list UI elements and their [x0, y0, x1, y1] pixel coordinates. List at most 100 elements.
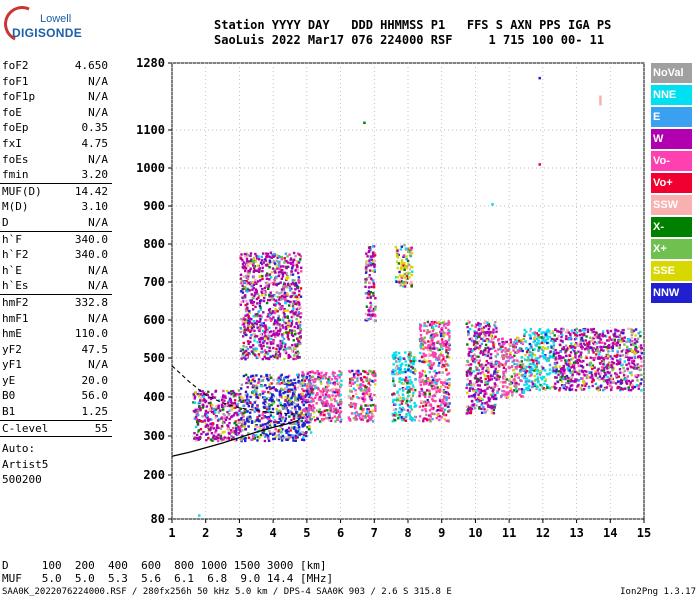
echo-cell	[264, 384, 267, 387]
echo-cell	[302, 436, 305, 439]
echo-cell	[407, 353, 411, 356]
echo-cell	[301, 425, 304, 428]
echo-cell	[244, 358, 247, 361]
echo-cell	[296, 350, 299, 353]
param-name: foE	[2, 105, 22, 119]
echo-cell	[263, 406, 266, 409]
echo-cell	[445, 419, 448, 423]
echo-cell	[275, 430, 278, 433]
echo-cell	[288, 304, 291, 307]
param-name: yF1	[2, 358, 22, 372]
echo-cell	[243, 327, 247, 330]
echo-cell	[487, 404, 490, 407]
echo-cell	[475, 398, 478, 402]
echo-cell	[193, 397, 196, 400]
echo-cell	[294, 398, 297, 402]
echo-cell	[255, 288, 258, 292]
echo-cell	[291, 344, 294, 347]
echo-cell	[431, 395, 434, 398]
echo-cell	[617, 339, 621, 343]
echo-cell	[410, 398, 413, 402]
echo-cell	[408, 376, 411, 379]
echo-cell	[611, 349, 614, 352]
echo-cell	[268, 273, 272, 276]
echo-cell	[373, 268, 376, 272]
echo-cell	[509, 351, 512, 354]
echo-cell	[298, 356, 301, 359]
echo-cell	[448, 356, 451, 359]
echo-cell	[352, 417, 356, 420]
echo-cell	[550, 344, 553, 348]
echo-cell	[321, 391, 325, 394]
echo-cell	[352, 395, 355, 398]
echo-cell	[314, 387, 317, 390]
echo-cell	[328, 396, 331, 399]
echo-cell	[280, 345, 283, 348]
echo-cell	[536, 378, 539, 381]
echo-cell	[544, 354, 547, 357]
echo-cell	[245, 333, 248, 337]
echo-cell	[335, 377, 339, 381]
echo-cell	[374, 306, 377, 309]
echo-cell	[329, 407, 333, 410]
echo-cell	[400, 265, 403, 269]
echo-cell	[355, 411, 358, 414]
echo-cell	[230, 390, 233, 393]
echo-cell	[552, 347, 555, 350]
echo-cell	[549, 332, 552, 335]
echo-cell	[311, 389, 314, 392]
echo-cell	[533, 384, 537, 388]
echo-cell	[251, 322, 254, 325]
echo-cell	[299, 258, 302, 261]
echo-cell	[350, 403, 354, 407]
echo-cell	[349, 419, 352, 422]
x-tick-label: 1	[168, 526, 175, 540]
echo-cell	[289, 261, 292, 265]
echo-cell	[272, 378, 276, 382]
echo-cell	[577, 358, 581, 362]
echo-cell	[424, 341, 427, 345]
echo-cell	[565, 386, 568, 389]
param-value: 56.0	[81, 389, 109, 403]
echo-cell	[259, 424, 263, 427]
echo-cell	[262, 261, 266, 264]
echo-cell	[445, 396, 448, 399]
echo-cell	[571, 384, 574, 387]
echo-cell	[626, 367, 629, 371]
echo-cell	[316, 370, 319, 373]
echo-cell	[412, 357, 415, 361]
echo-cell	[276, 256, 279, 259]
echo-cell	[435, 372, 438, 375]
echo-cell	[284, 285, 287, 288]
echo-cell	[443, 382, 446, 386]
echo-cell	[264, 400, 267, 403]
echo-cell	[443, 418, 446, 421]
param-value: 14.42	[74, 184, 108, 198]
echo-cell	[428, 360, 431, 363]
echo-cell	[419, 324, 423, 327]
echo-cell	[270, 330, 273, 333]
echo-cell	[245, 283, 249, 286]
echo-cell	[286, 396, 289, 400]
echo-cell	[248, 311, 251, 315]
echo-cell	[561, 368, 564, 372]
echo-cell	[477, 355, 480, 358]
echo-cell	[265, 374, 269, 377]
echo-cell	[471, 349, 474, 352]
echo-cell	[370, 258, 374, 261]
echo-cell	[245, 274, 248, 278]
echo-cell	[311, 398, 314, 401]
echo-cell	[442, 356, 445, 359]
echo-cell	[195, 433, 199, 437]
echo-cell	[361, 415, 364, 418]
echo-cell	[440, 329, 444, 332]
echo-cell	[258, 338, 261, 341]
echo-cell	[272, 416, 275, 419]
echo-cell	[298, 342, 301, 346]
echo-cell	[491, 405, 494, 408]
echo-cell	[268, 310, 272, 314]
echo-cell	[268, 430, 271, 433]
echo-cell	[405, 255, 408, 258]
echo-cell	[349, 377, 352, 381]
echo-cell	[248, 320, 252, 323]
